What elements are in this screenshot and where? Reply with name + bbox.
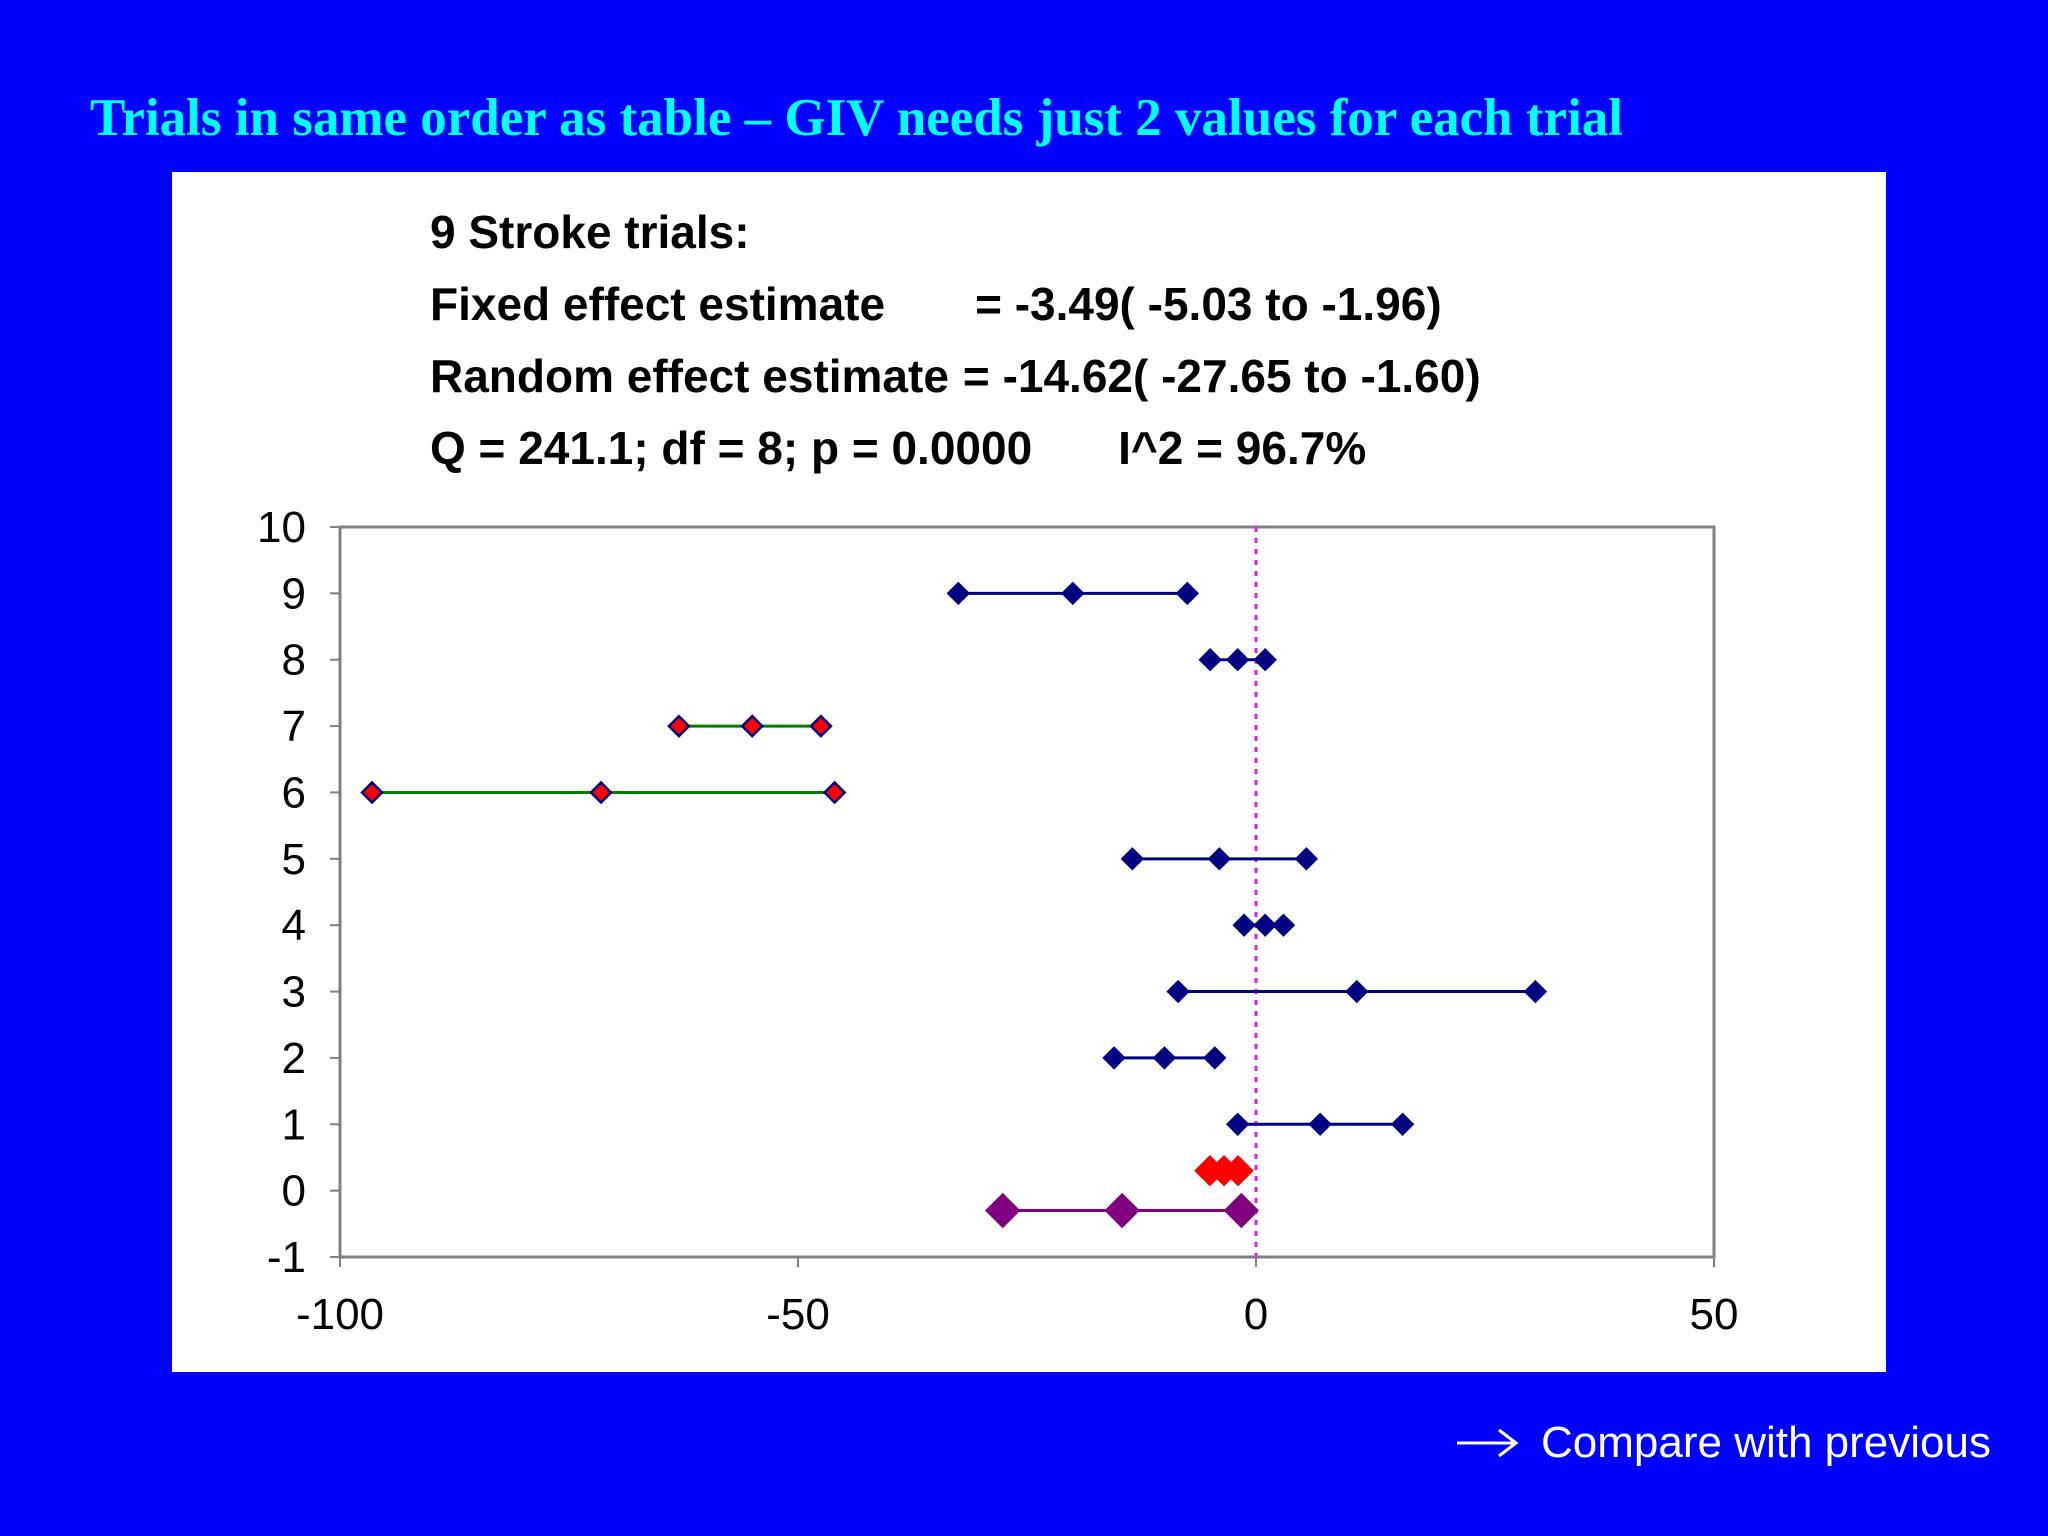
fixed-effect-label: Fixed effect estimate xyxy=(430,278,886,330)
trial-ci-low-marker xyxy=(360,780,384,805)
y-tick-label: 2 xyxy=(282,1034,306,1083)
random-effect-estimate-marker xyxy=(1104,1192,1140,1229)
heterogeneity-row: Q = 241.1; df = 8; p = 0.0000 I^2 = 96.7% xyxy=(430,412,1481,484)
y-tick-label: -1 xyxy=(267,1233,306,1282)
y-tick-label: 5 xyxy=(282,835,306,884)
trial-estimate-marker xyxy=(589,780,613,805)
trial-estimate-marker xyxy=(1061,581,1085,606)
x-tick-label: 0 xyxy=(1244,1290,1268,1339)
random-effect-high-marker xyxy=(1223,1192,1260,1229)
y-tick-label: 3 xyxy=(282,968,306,1017)
plot-frame xyxy=(338,525,1716,1259)
trial-ci-low-marker xyxy=(1166,979,1190,1004)
trial-ci-high-marker xyxy=(1523,979,1548,1004)
trial-ci-low-marker xyxy=(1198,648,1222,672)
x-tick-label: -100 xyxy=(296,1290,384,1339)
trial-estimate-marker xyxy=(740,714,764,738)
trial-estimate-marker xyxy=(1253,913,1277,937)
compare-previous-link[interactable]: Compare with previous xyxy=(1455,1418,1991,1468)
trial-estimate-marker xyxy=(1345,979,1369,1004)
trial-ci-high-marker xyxy=(1203,1046,1227,1070)
trial-ci-low-marker xyxy=(946,581,971,606)
slide-title: Trials in same order as table – GIV need… xyxy=(90,89,1624,147)
q-statistic: Q = 241.1; df = 8; p = 0.0000 xyxy=(430,422,1033,474)
fixed-effect-high-marker xyxy=(1222,1155,1254,1187)
i-squared: I^2 = 96.7% xyxy=(1118,422,1367,474)
trial-ci-low-marker xyxy=(1120,847,1145,871)
x-tick-label: 50 xyxy=(1690,1290,1739,1339)
trial-ci-low-marker xyxy=(1232,913,1256,937)
y-tick-label: 10 xyxy=(257,503,306,552)
summary-block: 9 Stroke trials: Fixed effect estimate = … xyxy=(430,196,1481,484)
trial-estimate-marker xyxy=(1308,1112,1332,1136)
fixed-effect-row: Fixed effect estimate = -3.49( -5.03 to -… xyxy=(430,268,1481,340)
y-tick-label: 1 xyxy=(282,1100,306,1149)
forest-plot: -1 0 1 2 3 4 5 6 7 8 9 10 -100 -50 0 50 xyxy=(257,503,1738,1339)
y-tick-label: 9 xyxy=(282,569,306,618)
trial-ci-high-marker xyxy=(822,780,847,805)
random-effect-label: Random effect estimate xyxy=(430,350,949,402)
trial-ci-low-marker xyxy=(1102,1046,1126,1070)
y-tick-label: 0 xyxy=(282,1167,306,1216)
chart-panel: 9 Stroke trials: Fixed effect estimate = … xyxy=(172,172,1886,1372)
random-effect-row: Random effect estimate = -14.62( -27.65 t… xyxy=(430,340,1481,412)
trial-estimate-marker xyxy=(1207,847,1232,871)
trial-ci-high-marker xyxy=(1390,1112,1415,1136)
x-tick-label: -50 xyxy=(766,1290,830,1339)
compare-previous-label: Compare with previous xyxy=(1541,1418,1991,1467)
trial-ci-low-marker xyxy=(667,714,691,738)
trial-ci-high-marker xyxy=(809,714,833,738)
random-effect-low-marker xyxy=(985,1192,1021,1229)
y-tick-label: 4 xyxy=(282,901,306,950)
fixed-effect-value: = -3.49( -5.03 to -1.96) xyxy=(975,278,1442,330)
right-arrow-icon xyxy=(1457,1428,1519,1458)
trial-ci-high-marker xyxy=(1271,913,1296,937)
summary-heading: 9 Stroke trials: xyxy=(430,206,750,258)
trial-estimate-marker xyxy=(1152,1046,1177,1070)
trial-estimate-marker xyxy=(1225,648,1250,672)
plot-area: -1 0 1 2 3 4 5 6 7 8 9 10 -100 -50 0 50 xyxy=(257,503,1738,1339)
trial-ci-high-marker xyxy=(1253,648,1277,672)
y-tick-label: 6 xyxy=(282,768,306,817)
trial-ci-high-marker xyxy=(1175,581,1200,606)
y-tick-label: 8 xyxy=(282,636,306,685)
y-tick-label: 7 xyxy=(282,702,306,751)
random-effect-value: = -14.62( -27.65 to -1.60) xyxy=(962,350,1481,402)
trial-ci-high-marker xyxy=(1294,847,1319,871)
trial-ci-low-marker xyxy=(1225,1112,1250,1136)
